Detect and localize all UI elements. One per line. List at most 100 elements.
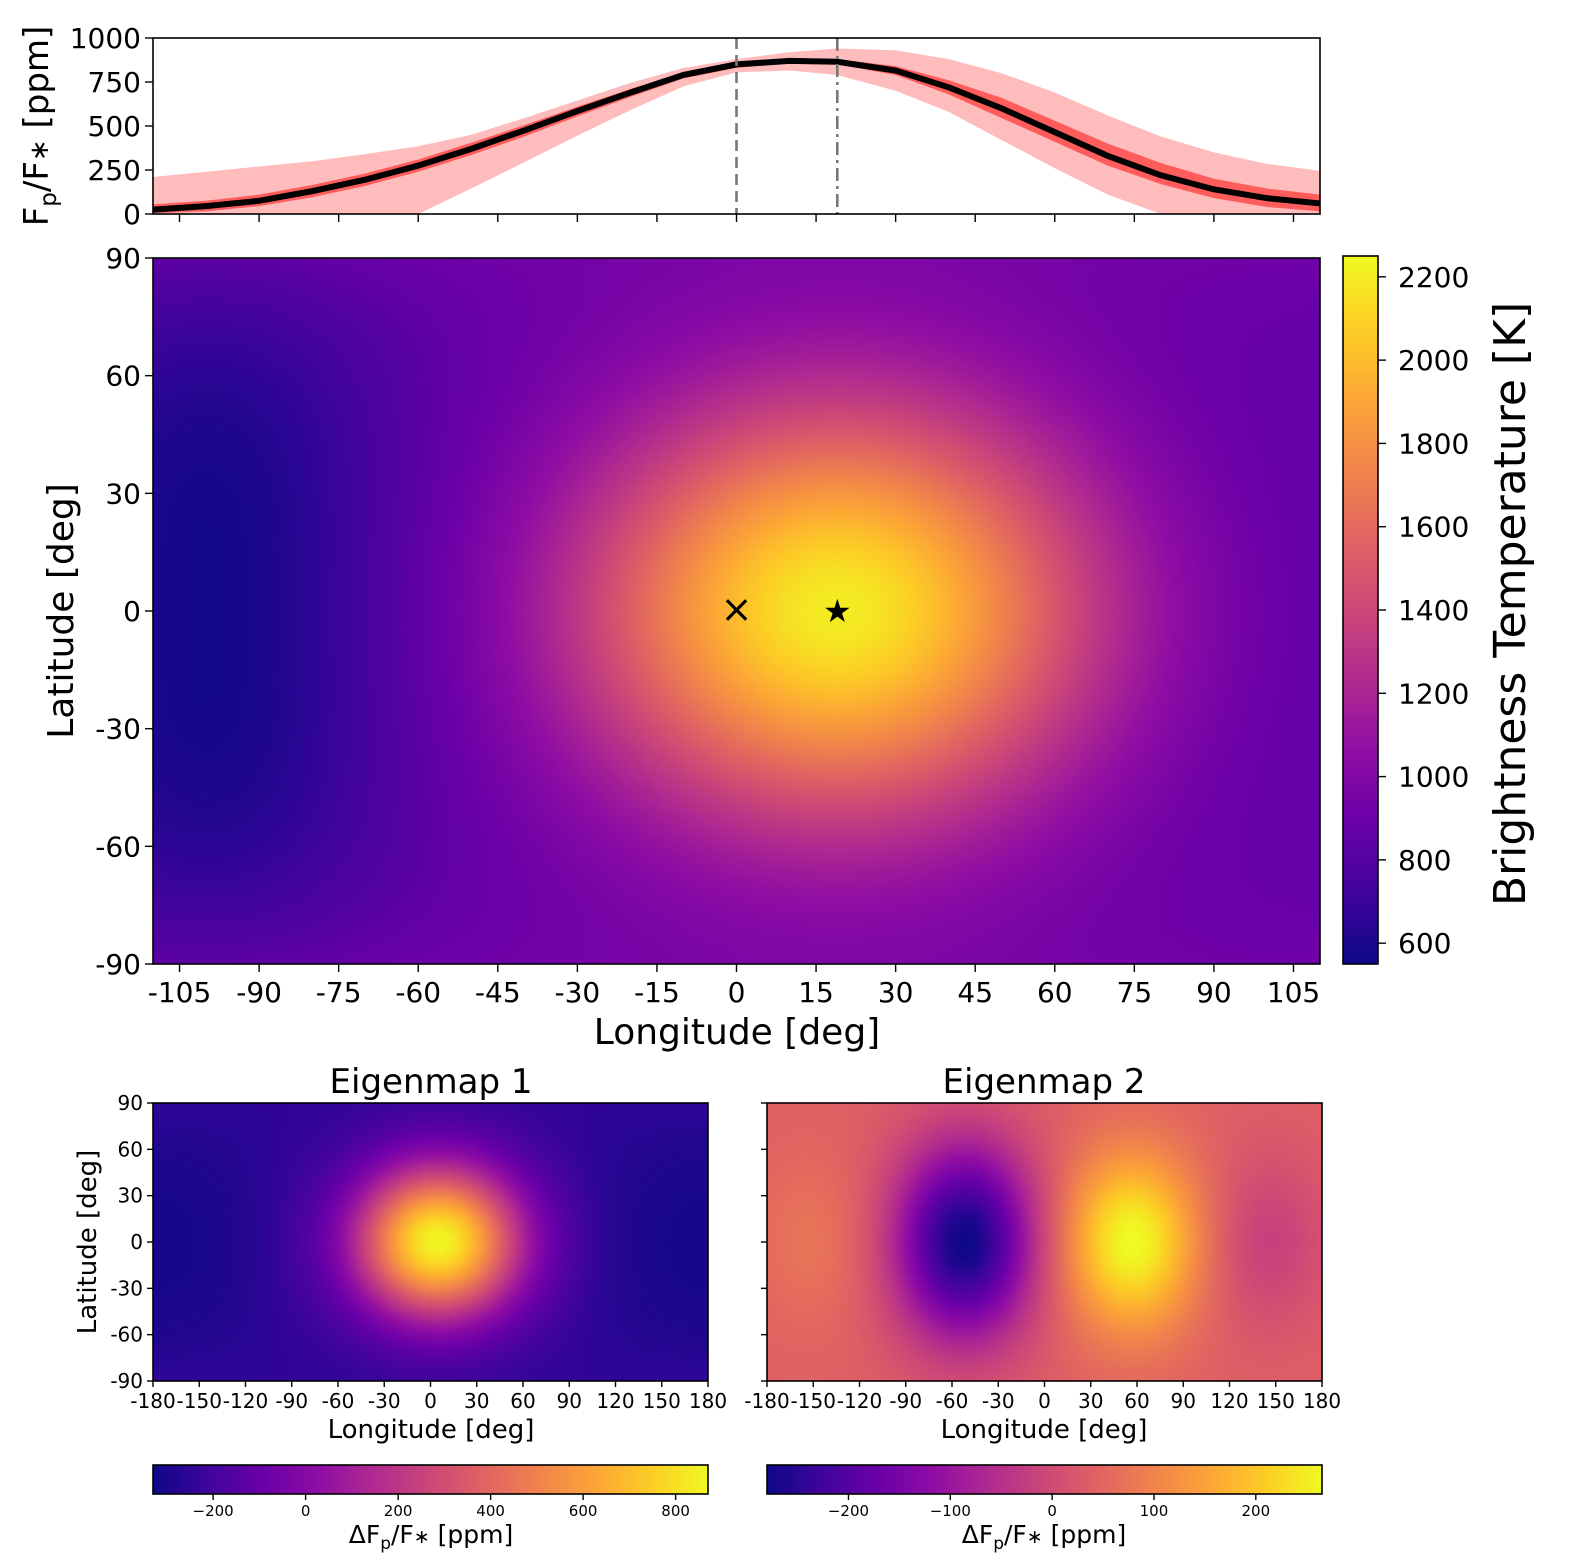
phase-curve-y-ticks: 0 250 500 750 1000 <box>70 22 153 231</box>
x-tick-label: -60 <box>395 976 441 1009</box>
y-tick-label: -90 <box>95 948 141 981</box>
x-tick-label: -105 <box>148 976 212 1009</box>
x-tick-label: -30 <box>368 1389 401 1413</box>
y-tick-label: 250 <box>88 154 141 187</box>
eigenmap-1-y-axis-label: Latitude [deg] <box>73 1150 103 1335</box>
eigenmap-1-colorbar-label: ΔFp/F∗ [ppm] <box>349 1520 514 1554</box>
colorbar-tick-label: 600 <box>569 1502 598 1520</box>
x-tick-label: 0 <box>424 1389 437 1413</box>
x-tick-label: 60 <box>1124 1389 1149 1413</box>
y-tick-label: 0 <box>123 595 141 628</box>
y-tick-label: -60 <box>110 1323 143 1347</box>
x-tick-label: -90 <box>275 1389 308 1413</box>
temperature-heatmap <box>153 258 1320 964</box>
x-tick-label: 150 <box>1257 1389 1295 1413</box>
temperature-colorbar-label: Brightness Temperature [K] <box>1485 302 1536 906</box>
eigenmap-1-colorbar <box>153 1465 708 1494</box>
x-tick-label: -60 <box>936 1389 969 1413</box>
reference-vertical-lines <box>735 38 839 214</box>
x-tick-label: 60 <box>510 1389 535 1413</box>
y-tick-label: 60 <box>105 360 141 393</box>
temperature-colorbar-ticks: 600 800 1000 1200 1400 1600 1800 2000 2200 <box>1378 261 1469 960</box>
x-tick-label: 0 <box>1038 1389 1051 1413</box>
colorbar-tick-label: 1600 <box>1398 511 1469 544</box>
phase-curve-y-axis-label: Fp/F∗ [ppm] <box>17 26 62 227</box>
x-tick-label: 105 <box>1267 976 1320 1009</box>
colorbar-tick-label: 2000 <box>1398 344 1469 377</box>
x-tick-label: -45 <box>475 976 521 1009</box>
y-tick-label: 750 <box>88 66 141 99</box>
eigenmap-1-panel: Eigenmap 1 -90 -60 -30 0 30 60 90 -180 -150 -120… <box>73 1062 727 1554</box>
y-tick-label: -30 <box>95 713 141 746</box>
temperature-colorbar <box>1343 256 1378 964</box>
eigenmap-2-colorbar-ticks: −200 −100 0 100 200 <box>828 1494 1270 1520</box>
eigenmap-1-x-axis-label: Longitude [deg] <box>328 1415 535 1445</box>
y-tick-label: 0 <box>123 198 141 231</box>
x-tick-label: 30 <box>1078 1389 1103 1413</box>
eigenmap-2-y-ticks <box>761 1102 767 1382</box>
x-tick-label: -120 <box>837 1389 882 1413</box>
colorbar-tick-label: 800 <box>661 1502 690 1520</box>
substellar-point-marker: × <box>721 587 753 631</box>
eigenmap-2-colorbar-label: ΔFp/F∗ [ppm] <box>962 1520 1127 1554</box>
eigenmap-1-y-ticks: -90 -60 -30 0 30 60 90 <box>110 1091 153 1393</box>
colorbar-tick-label: −200 <box>828 1502 869 1520</box>
x-tick-label: -180 <box>744 1389 789 1413</box>
eigenmap-2-x-ticks: -180 -150 -120 -90 -60 -30 0 30 60 90 120 150 180 <box>744 1381 1341 1413</box>
y-tick-label: 90 <box>118 1091 143 1115</box>
y-tick-label: 30 <box>105 477 141 510</box>
x-tick-label: 60 <box>1037 976 1073 1009</box>
eigenmap-2-x-axis-label: Longitude [deg] <box>941 1415 1148 1445</box>
eigenmap-1-x-ticks: -180 -150 -120 -90 -60 -30 0 30 60 90 120 150 180 <box>130 1381 727 1413</box>
x-tick-label: -90 <box>889 1389 922 1413</box>
temperature-map-x-axis-label: Longitude [deg] <box>594 1012 880 1053</box>
colorbar-tick-label: 200 <box>384 1502 413 1520</box>
x-tick-label: -75 <box>316 976 362 1009</box>
hotspot-marker: ★ <box>823 592 852 630</box>
eigenmap-1-colorbar-frame <box>152 1464 709 1495</box>
temperature-map-y-axis-label: Latitude [deg] <box>41 483 82 739</box>
y-tick-label: -30 <box>110 1276 143 1300</box>
x-tick-label: -180 <box>130 1389 175 1413</box>
x-tick-label: 45 <box>957 976 993 1009</box>
eigenmap-2-colorbar <box>767 1465 1322 1494</box>
colorbar-tick-label: 200 <box>1241 1502 1270 1520</box>
x-tick-label: 150 <box>643 1389 681 1413</box>
phase-curve-panel: 0 250 500 750 1000 Fp/F∗ [ppm] <box>17 22 1321 231</box>
y-tick-label: 1000 <box>70 22 141 55</box>
x-tick-label: 90 <box>1171 1389 1196 1413</box>
colorbar-tick-label: 0 <box>1047 1502 1057 1520</box>
temperature-heatmap-image <box>153 258 1320 964</box>
phase-curve-x-ticks <box>178 214 1295 222</box>
x-tick-label: 180 <box>689 1389 727 1413</box>
y-tick-label: -90 <box>110 1369 143 1393</box>
eigenmap-2-panel: Eigenmap 2 -180 -150 -120 -90 -60 -30 0 30 60 90 1… <box>744 1062 1341 1554</box>
colorbar-tick-label: 100 <box>1140 1502 1169 1520</box>
colorbar-tick-label: 0 <box>301 1502 311 1520</box>
colorbar-tick-label: 1000 <box>1398 761 1469 794</box>
colorbar-tick-label: 2200 <box>1398 261 1469 294</box>
x-tick-label: 30 <box>878 976 914 1009</box>
colorbar-tick-label: −200 <box>193 1502 234 1520</box>
temperature-map-x-ticks: -105 -90 -75 -60 -45 -30 -15 0 15 30 45 60 75 90 105 <box>148 964 1320 1009</box>
x-tick-label: 90 <box>1196 976 1232 1009</box>
y-tick-label: 30 <box>118 1184 143 1208</box>
colorbar-tick-label: 600 <box>1398 927 1451 960</box>
x-tick-label: 75 <box>1117 976 1153 1009</box>
eigenmap-2-heatmap <box>767 1103 1322 1381</box>
eigenmap-1-colorbar-ticks: −200 0 200 400 600 800 <box>193 1494 690 1520</box>
x-tick-label: 90 <box>557 1389 582 1413</box>
map-markers: × ★ <box>721 587 852 631</box>
temperature-map-y-ticks: -90 -60 -30 0 30 60 90 <box>95 242 153 981</box>
x-tick-label: -150 <box>791 1389 836 1413</box>
x-tick-label: 120 <box>1210 1389 1248 1413</box>
y-tick-label: -60 <box>95 830 141 863</box>
y-tick-label: 500 <box>88 110 141 143</box>
colorbar-tick-label: 1400 <box>1398 594 1469 627</box>
colorbar-tick-label: 1800 <box>1398 427 1469 460</box>
x-tick-label: -30 <box>554 976 600 1009</box>
eigenmap-1-title: Eigenmap 1 <box>330 1062 533 1102</box>
x-tick-label: 180 <box>1303 1389 1341 1413</box>
y-tick-label: 0 <box>130 1230 143 1254</box>
